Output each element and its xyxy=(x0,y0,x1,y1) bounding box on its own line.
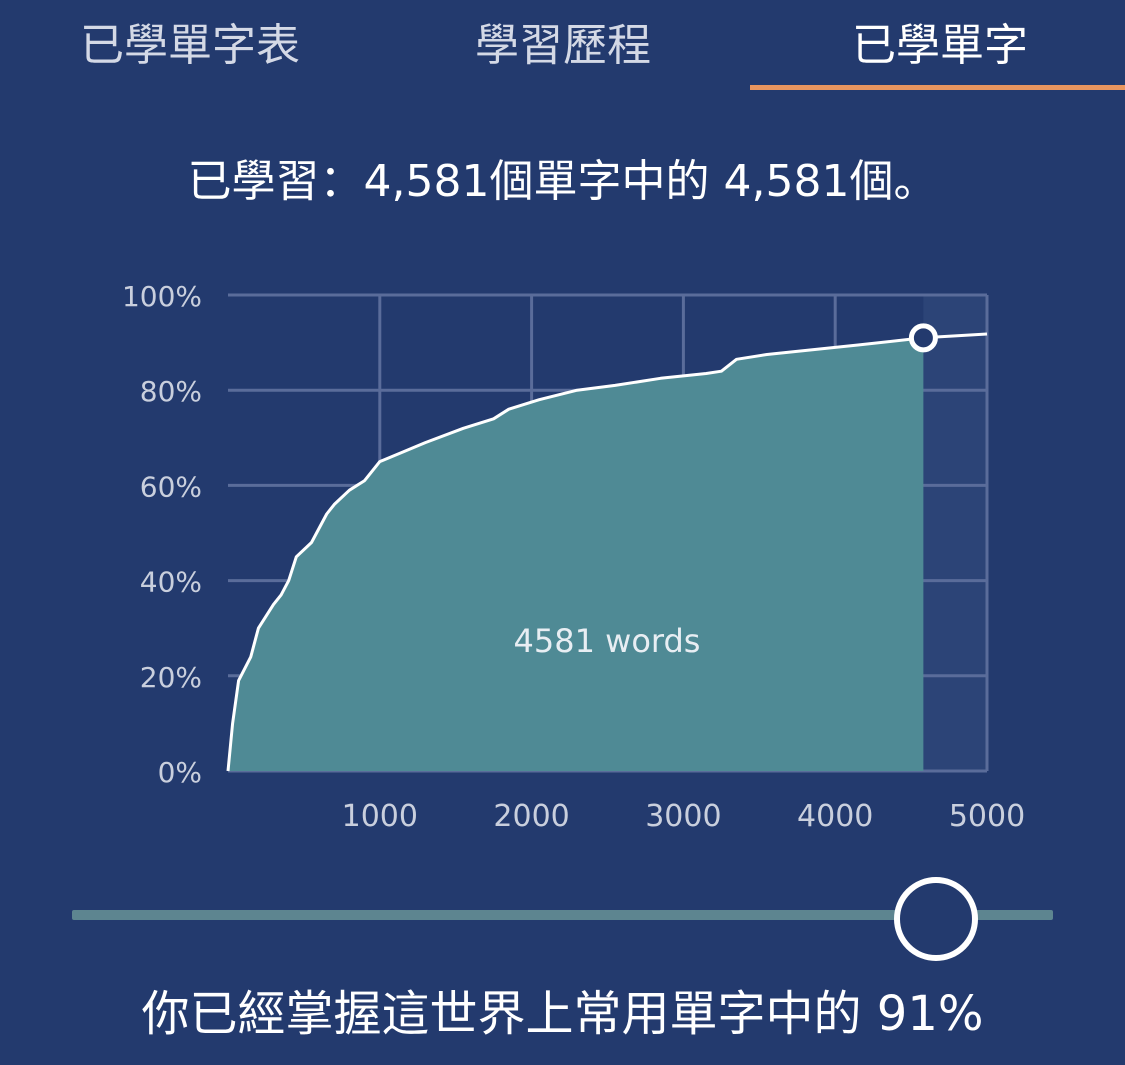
x-tick-label: 3000 xyxy=(645,799,721,834)
current-position-marker xyxy=(908,323,938,353)
x-tick-label: 2000 xyxy=(493,799,569,834)
remaining-region xyxy=(923,295,987,771)
y-tick-label: 80% xyxy=(140,375,202,408)
tab-learned-words[interactable]: 已學單字 xyxy=(852,20,1028,71)
slider-track[interactable] xyxy=(72,910,1053,920)
words-slider[interactable] xyxy=(72,875,1053,961)
coverage-chart: 0% 20% 40% 60% 80% 100% 1000 2000 3000 4000 5000 4… xyxy=(122,280,1025,834)
y-tick-label: 20% xyxy=(140,661,202,694)
tab-learned-word-list[interactable]: 已學單字表 xyxy=(80,20,300,71)
active-tab-indicator xyxy=(750,85,1125,90)
coverage-curve xyxy=(226,332,988,772)
mastery-percentage-text: 你已經掌握這世界上常用單字中的 91% xyxy=(141,986,984,1042)
chart-tick-labels: 0% 20% 40% 60% 80% 100% 1000 2000 3000 4000 5000 xyxy=(122,280,1025,834)
tab-learning-history[interactable]: 學習歷程 xyxy=(475,20,651,71)
y-tick-label: 60% xyxy=(140,470,202,503)
slider-thumb[interactable] xyxy=(894,877,978,961)
learned-summary-text: 已學習：4,581個單字中的 4,581個。 xyxy=(187,156,938,207)
words-count-annotation: 4581 words xyxy=(514,622,701,660)
chart-area-layer xyxy=(226,323,988,772)
y-tick-label: 0% xyxy=(158,756,202,789)
learned-area xyxy=(228,337,924,771)
y-tick-label: 100% xyxy=(122,280,202,313)
x-tick-label: 1000 xyxy=(342,799,418,834)
x-tick-label: 5000 xyxy=(949,799,1025,834)
x-tick-label: 4000 xyxy=(797,799,873,834)
y-tick-label: 40% xyxy=(140,566,202,599)
